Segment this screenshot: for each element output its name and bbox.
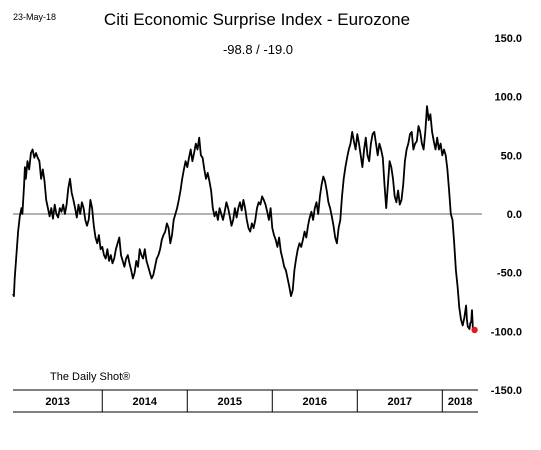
x-year-label: 2015: [218, 396, 242, 408]
y-tick-label: 150.0: [494, 33, 522, 45]
chart-subtitle: -98.8 / -19.0: [223, 42, 293, 57]
x-year-label: 2013: [45, 396, 69, 408]
source-label: The Daily Shot®: [50, 371, 130, 383]
series-line: [12, 105, 475, 332]
y-tick-label: -50.0: [497, 268, 522, 280]
x-axis-year-separators: [101, 390, 443, 412]
x-axis-year-labels: 2013 2014 2015 2016 2017 2018: [45, 396, 472, 408]
last-value-point: [471, 326, 478, 334]
y-axis-tick-labels: 150.0 100.0 50.0 0.0 -50.0 -100.0 -150.0: [491, 33, 522, 397]
y-tick-label: -150.0: [491, 385, 522, 397]
date-stamp: 23-May-18: [13, 12, 56, 22]
y-tick-label: 50.0: [501, 150, 522, 162]
x-year-label: 2016: [303, 396, 327, 408]
y-tick-label: 100.0: [494, 92, 522, 104]
x-year-label: 2017: [388, 396, 412, 408]
y-tick-label: 0.0: [507, 209, 522, 221]
y-tick-label: -100.0: [491, 326, 522, 338]
x-year-label: 2014: [133, 396, 158, 408]
chart-title: Citi Economic Surprise Index - Eurozone: [104, 10, 410, 29]
x-year-label: 2018: [448, 396, 472, 408]
